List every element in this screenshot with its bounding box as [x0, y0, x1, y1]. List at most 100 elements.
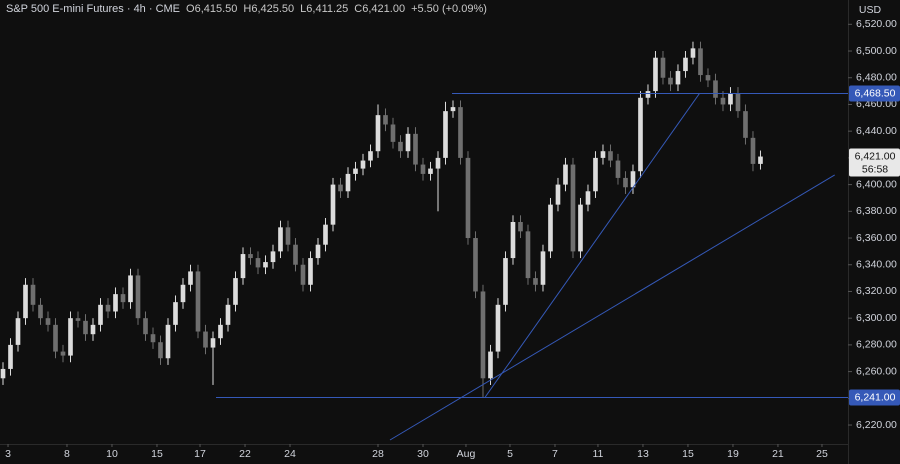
- y-tick-label: 6,520.00: [856, 18, 897, 30]
- candle-body: [750, 137, 756, 164]
- candle-body: [660, 57, 666, 78]
- candle-body: [195, 271, 201, 332]
- x-tick-label: 25: [816, 448, 828, 460]
- candle-body: [675, 71, 681, 85]
- candle-body: [248, 254, 253, 259]
- level-label: 6,241.00: [855, 391, 896, 403]
- y-tick-label: 6,220.00: [856, 419, 897, 431]
- candle-body: [390, 124, 396, 142]
- candle-body: [713, 80, 718, 98]
- y-tick-label: 6,340.00: [856, 259, 897, 271]
- title: S&P 500 E-mini Futures · 4h · CME: [6, 3, 181, 15]
- x-tick-label: 3: [5, 448, 11, 460]
- x-tick-label: 5: [507, 448, 513, 460]
- candle-body: [443, 111, 448, 158]
- plot-area: [0, 41, 835, 441]
- candle-body: [630, 171, 636, 188]
- candle-body: [555, 184, 561, 205]
- x-tick-label: 21: [772, 448, 784, 460]
- x-tick-label: 24: [284, 448, 296, 460]
- candle-body: [8, 344, 13, 369]
- x-tick-label: 28: [372, 448, 384, 460]
- candle-body: [683, 57, 688, 72]
- level-label-box: [849, 85, 900, 102]
- candle-body: [240, 254, 246, 279]
- candle-body: [600, 151, 606, 158]
- x-tick-label: Aug: [457, 448, 476, 460]
- header: S&P 500 E-mini Futures · 4h · CME O6,415…: [6, 3, 487, 15]
- candle-body: [645, 91, 651, 98]
- y-tick-label: 6,500.00: [856, 45, 897, 57]
- quote-open: O6,415.50: [186, 3, 238, 15]
- x-tick-label: 17: [194, 448, 206, 460]
- candle-body: [278, 227, 283, 252]
- candle-body: [638, 97, 643, 172]
- x-tick-label: 8: [64, 448, 70, 460]
- candle-body: [315, 244, 321, 259]
- candle-body: [360, 160, 366, 169]
- candle-body: [435, 157, 441, 169]
- candle-body: [705, 75, 711, 81]
- candle-body: [105, 304, 111, 312]
- candle-body: [570, 164, 576, 252]
- x-tick-label: 15: [151, 448, 163, 460]
- candle-body: [143, 318, 148, 335]
- candle-body: [428, 168, 433, 174]
- candle-body: [533, 278, 538, 285]
- candle-body: [743, 111, 748, 138]
- candle-body: [623, 177, 628, 188]
- candle-body: [83, 320, 88, 335]
- candle-body: [270, 251, 276, 263]
- trendline: [484, 92, 701, 398]
- candle-body: [450, 107, 456, 112]
- candle-body: [368, 151, 373, 161]
- last-price-box: [849, 148, 900, 177]
- candle-body: [210, 338, 216, 348]
- candle-body: [593, 157, 598, 192]
- candle-body: [615, 160, 621, 178]
- candle-body: [135, 275, 141, 319]
- candle-body: [353, 168, 358, 174]
- candle-body: [300, 264, 306, 285]
- x-tick-label: 11: [593, 448, 604, 460]
- candle-body: [90, 324, 96, 335]
- x-tick-label: 22: [239, 448, 251, 460]
- candle-body: [375, 115, 381, 152]
- candle-body: [45, 318, 51, 325]
- candle-body: [203, 331, 208, 348]
- candle-body: [255, 258, 261, 268]
- candle-body: [120, 294, 126, 303]
- x-tick-label: 15: [682, 448, 694, 460]
- candle-body: [585, 191, 591, 205]
- candle-body: [758, 156, 763, 164]
- countdown-label: 56:58: [862, 163, 888, 175]
- candle-body: [465, 157, 471, 239]
- candle-body: [188, 271, 193, 285]
- candle-body: [458, 107, 463, 158]
- candle-body: [323, 224, 328, 245]
- candle-body: [608, 151, 613, 161]
- y-tick-label: 6,480.00: [856, 72, 897, 84]
- y-tick-label: 6,400.00: [856, 178, 897, 190]
- candle-body: [150, 334, 156, 343]
- candle-body: [563, 164, 568, 185]
- candle-body: [60, 351, 66, 356]
- candle-body: [30, 284, 36, 305]
- y-tick-label: 6,440.00: [856, 125, 897, 137]
- candle-body: [293, 244, 298, 265]
- quote-high: H6,425.50: [243, 3, 295, 15]
- currency: USD: [859, 4, 882, 16]
- candle-body: [0, 368, 6, 379]
- candle-body: [518, 222, 523, 232]
- trendline: [389, 174, 835, 441]
- candle-body: [75, 318, 81, 321]
- y-tick-label: 6,380.00: [856, 205, 897, 217]
- candle-body: [128, 275, 133, 303]
- level-label-box: [849, 389, 900, 406]
- x-tick-label: 10: [106, 448, 118, 460]
- candle-body: [233, 278, 238, 305]
- candle-body: [218, 324, 223, 339]
- x-tick-label: 7: [552, 448, 558, 460]
- candle-body: [173, 302, 178, 325]
